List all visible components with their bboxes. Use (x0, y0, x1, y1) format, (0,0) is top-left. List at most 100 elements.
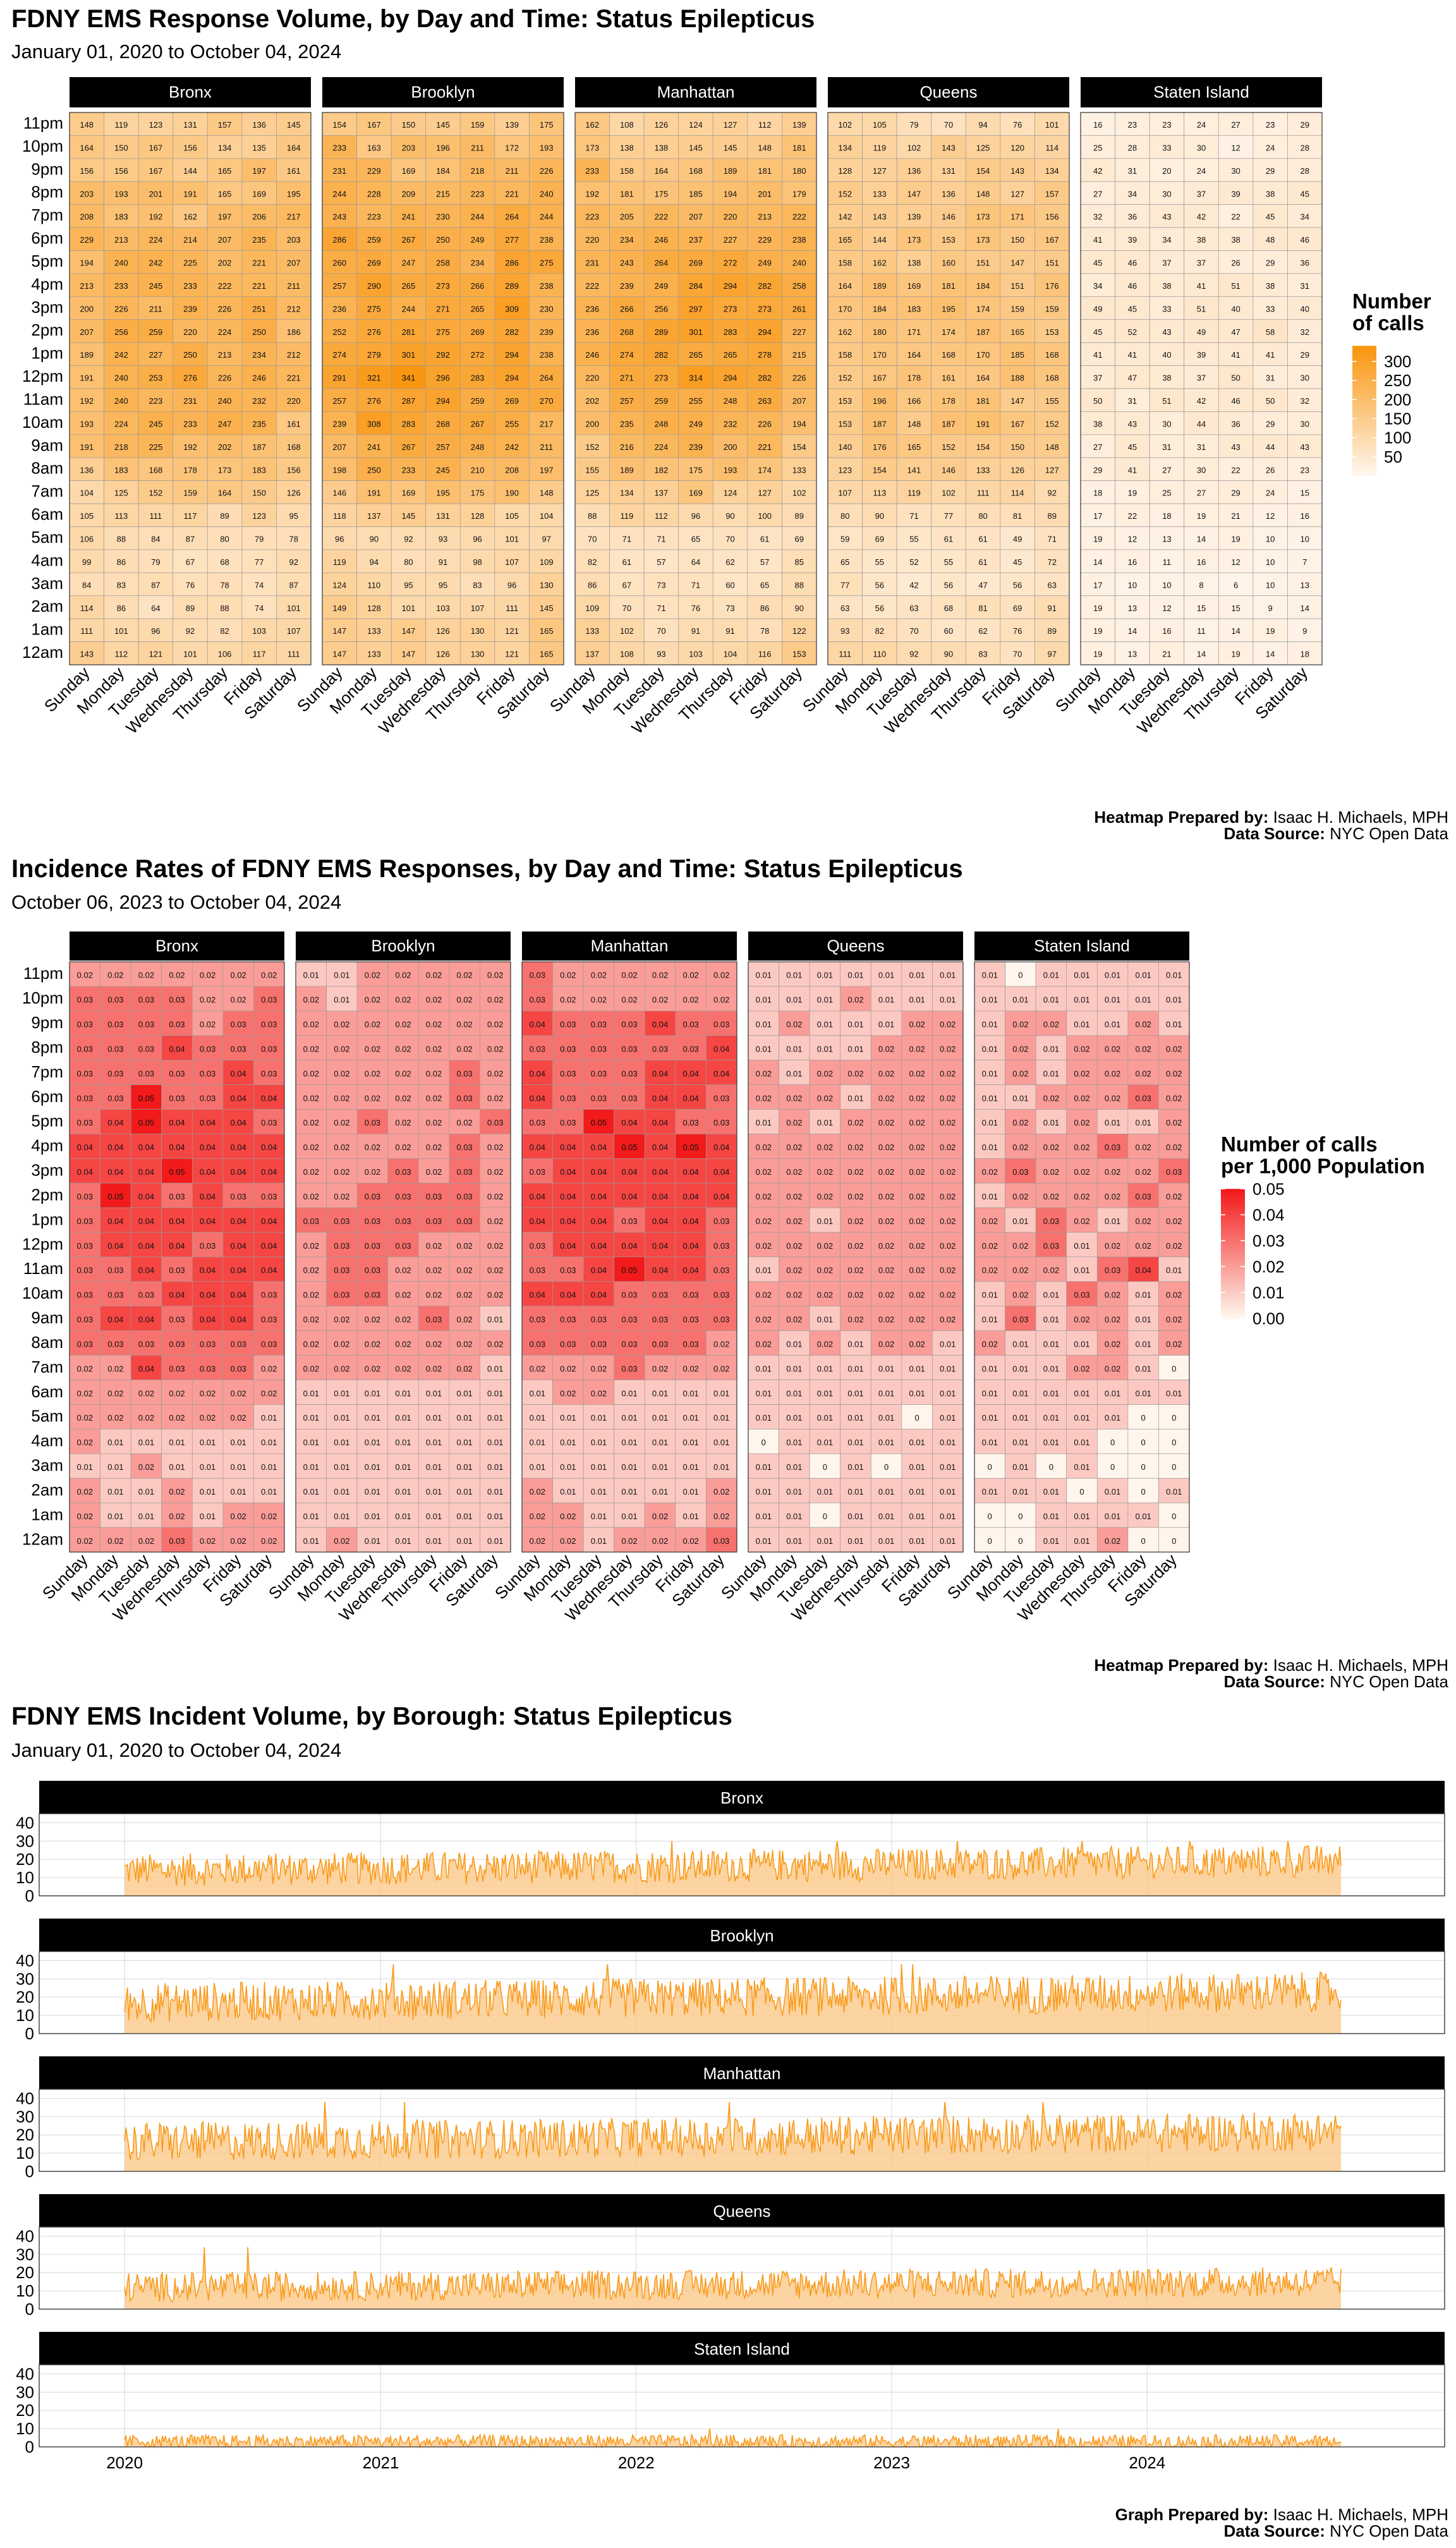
heatmap-cell (1080, 319, 1115, 343)
heatmap-cell (1096, 1355, 1129, 1380)
cell-value: 0.02 (303, 1339, 319, 1349)
cell-value: 0.01 (1105, 971, 1120, 980)
cell-value: 175 (655, 189, 669, 198)
cell-value: 0.03 (169, 1069, 185, 1078)
heatmap-cell (609, 595, 645, 619)
cell-value: 70 (622, 604, 631, 613)
heatmap-cell (104, 342, 139, 366)
cell-value: 95 (439, 580, 447, 590)
cell-value: 0.04 (591, 1192, 607, 1201)
cell-value: 0.05 (591, 1118, 607, 1127)
heatmap-cell (100, 1060, 131, 1085)
y-tick-label: 30 (16, 1831, 34, 1850)
cell-value: 107 (838, 488, 852, 498)
cell-value: 239 (332, 419, 346, 428)
cell-value: 9 (1302, 626, 1307, 636)
cell-value: 0.03 (591, 1069, 607, 1078)
cell-value: 264 (540, 373, 554, 383)
heatmap-cell (574, 319, 610, 343)
cell-value: 42 (1093, 166, 1102, 176)
facet-strip (1081, 77, 1322, 107)
facet-strip (748, 931, 963, 961)
cell-value: 0.02 (200, 1388, 215, 1398)
cell-value: 0 (1049, 1462, 1053, 1472)
heatmap-cell (69, 273, 104, 297)
heatmap-cell (276, 135, 312, 159)
heatmap-cell (241, 296, 277, 320)
cell-value: 150 (402, 120, 416, 130)
legend-gradient-step (1352, 433, 1376, 437)
cell-value: 121 (149, 650, 163, 659)
y-tick-label: 2pm (31, 320, 63, 339)
cell-value: 173 (976, 212, 990, 222)
heatmap-cell (449, 1035, 480, 1061)
cell-value: 101 (183, 650, 197, 659)
heatmap-cell (1096, 1306, 1129, 1332)
cell-value: 0.03 (713, 1536, 729, 1546)
cell-value: 159 (1045, 304, 1059, 313)
cell-value: 239 (183, 304, 197, 313)
heatmap-cell (521, 1158, 553, 1184)
cell-value: 96 (151, 626, 160, 636)
heatmap-cell (130, 1256, 162, 1282)
cell-value: 0.03 (107, 1339, 123, 1349)
cell-value: 101 (505, 535, 519, 544)
cell-value: 212 (287, 304, 301, 313)
heatmap-cell (356, 618, 392, 642)
heatmap-cell (809, 1527, 841, 1553)
heatmap-cell (614, 1035, 645, 1061)
heatmap-cell (862, 434, 897, 458)
cell-value: 140 (838, 442, 852, 452)
cell-value: 0.01 (426, 1487, 442, 1496)
heatmap-cell (207, 411, 243, 435)
heatmap-cell (322, 641, 357, 665)
heatmap-cell (173, 365, 208, 389)
heatmap-cell (675, 1429, 707, 1454)
heatmap-cell (326, 1527, 358, 1553)
cell-value: 63 (909, 604, 918, 613)
heatmap-cell (706, 1429, 737, 1454)
cell-value: 0.03 (652, 1044, 668, 1053)
cell-value: 153 (792, 650, 806, 659)
cell-value: 210 (471, 465, 485, 475)
cell-value: 0.02 (591, 971, 607, 980)
heatmap-cell (459, 641, 495, 665)
heatmap-cell (609, 457, 645, 482)
cell-value: 28 (1300, 143, 1309, 152)
heatmap-cell (706, 1232, 737, 1258)
cell-value: 218 (114, 442, 128, 452)
cell-value: 70 (657, 626, 665, 636)
cell-value: 0 (884, 1462, 889, 1472)
heatmap-cell (521, 1429, 553, 1454)
cell-value: 0.04 (621, 1118, 637, 1127)
cell-value: 0.02 (1105, 1044, 1120, 1053)
cell-value: 134 (1045, 166, 1059, 176)
heatmap-cell (643, 250, 679, 274)
y-tick-label: 10 (16, 2419, 34, 2438)
heatmap-cell (387, 1109, 419, 1134)
legend-gradient-step (1221, 1237, 1245, 1241)
cell-value: 150 (252, 488, 266, 498)
heatmap-cell (779, 1109, 810, 1134)
heatmap-cell (449, 1134, 480, 1159)
cell-value: 71 (622, 535, 631, 544)
cell-value: 0.03 (560, 1315, 576, 1325)
heatmap-cell (840, 1404, 871, 1429)
cell-value: 222 (655, 212, 669, 222)
cell-value: 0.02 (426, 1290, 442, 1300)
cell-value: 27 (1093, 442, 1102, 452)
heatmap-cell (276, 273, 312, 297)
heatmap-cell (69, 526, 104, 550)
cell-value: 0.03 (621, 1216, 637, 1226)
source-value: NYC Open Data (1330, 2521, 1448, 2540)
cell-value: 0.02 (395, 1315, 411, 1325)
cell-value: 0.04 (169, 1143, 185, 1152)
cell-value: 227 (149, 350, 163, 360)
cell-value: 0 (1110, 1438, 1115, 1447)
heatmap-cell (356, 1158, 389, 1184)
cell-value: 18 (1093, 488, 1102, 498)
heatmap-cell (862, 457, 897, 482)
cell-value: 19 (1093, 604, 1102, 613)
heatmap-cell (643, 434, 679, 458)
heatmap-cell (782, 181, 817, 205)
